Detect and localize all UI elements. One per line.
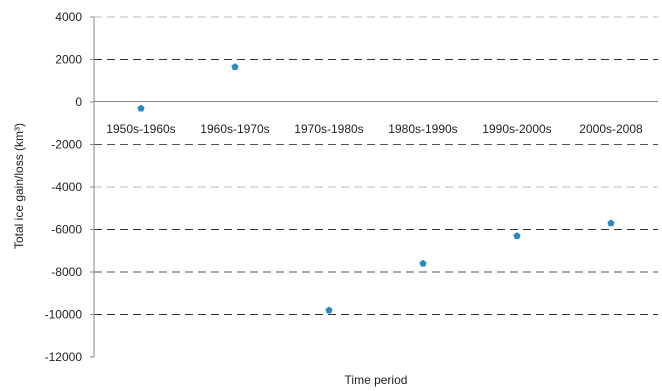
x-tick-label: 1960s-1970s (200, 122, 269, 136)
x-tick-labels: 1950s-1960s 1960s-1970s 1970s-1980s 1980s-1… (106, 122, 643, 136)
y-tick-label: -6000 (51, 223, 82, 237)
x-tick-label: 2000s-2008 (579, 122, 643, 136)
y-axis-title: Total ice gain/loss (km³) (12, 123, 26, 249)
data-point (325, 306, 333, 314)
y-tick-label: 0 (75, 95, 82, 109)
y-tick-label: -8000 (51, 265, 82, 279)
x-axis-title: Time period (345, 373, 408, 387)
y-tick-label: -12000 (45, 350, 83, 364)
x-tick-label: 1970s-1980s (294, 122, 363, 136)
y-tick-labels: 4000 2000 0 -2000 -4000 -6000 -8000 -10000 -1200… (45, 10, 94, 364)
data-point (607, 219, 615, 227)
data-point (513, 232, 521, 239)
data-point (419, 259, 427, 267)
y-tick-label: 4000 (55, 10, 82, 24)
y-tick-label: 2000 (55, 53, 82, 67)
y-tick-label: -10000 (45, 308, 83, 322)
x-tick-label: 1980s-1990s (388, 122, 457, 136)
data-point (231, 63, 239, 71)
data-point (137, 104, 145, 112)
data-points (137, 63, 615, 314)
y-tick-label: -2000 (51, 138, 82, 152)
y-tick-label: -4000 (51, 180, 82, 194)
x-tick-label: 1950s-1960s (106, 122, 175, 136)
x-tick-label: 1990s-2000s (482, 122, 551, 136)
gridlines (94, 16, 658, 315)
